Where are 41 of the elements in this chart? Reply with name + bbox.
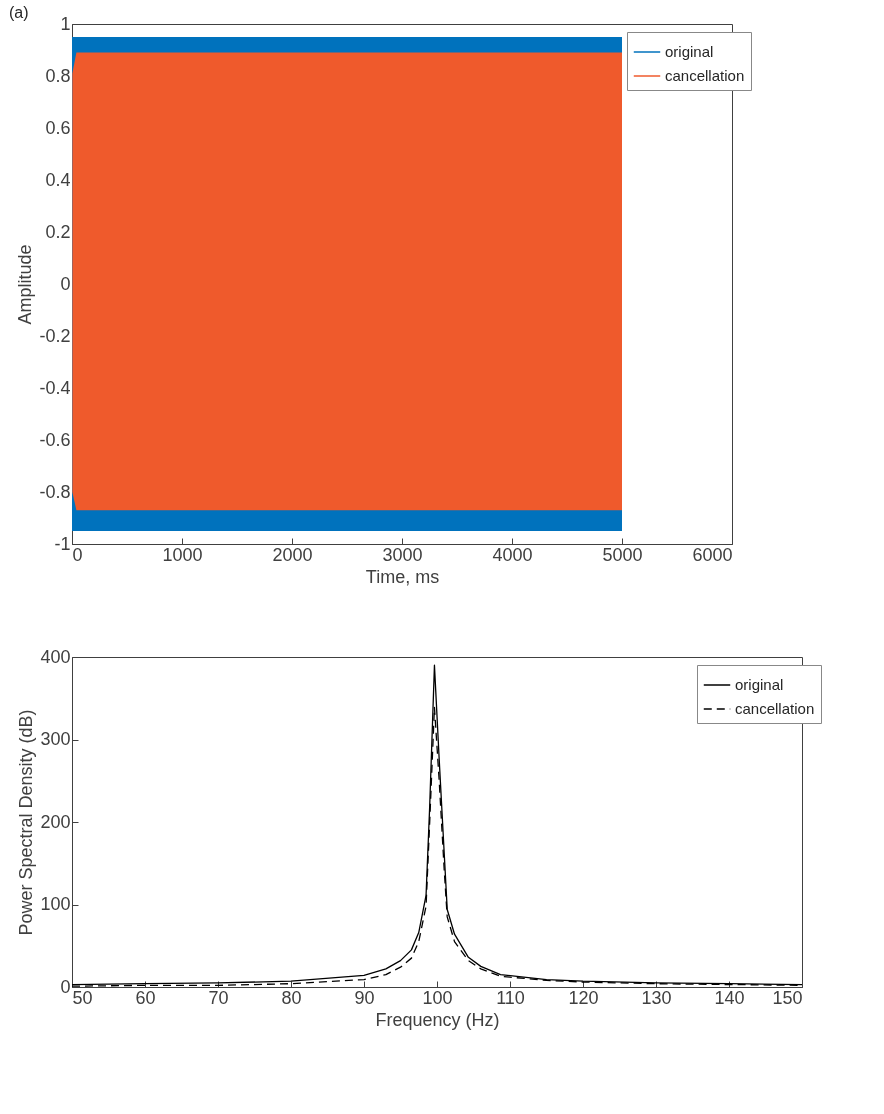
x-tick-label: 100 bbox=[422, 987, 453, 1008]
y-tick-label: -0.2 bbox=[39, 325, 71, 346]
y-tick-label: -1 bbox=[54, 533, 71, 554]
y-tick-label: 0 bbox=[60, 273, 71, 294]
y-axis-title: Power Spectral Density (dB) bbox=[16, 709, 37, 936]
x-tick-label: 2000 bbox=[272, 544, 313, 565]
y-tick-label: 100 bbox=[40, 894, 71, 914]
x-tick-label: 4000 bbox=[492, 544, 533, 565]
y-tick-label: -0.4 bbox=[39, 377, 71, 398]
x-tick-label: 120 bbox=[568, 987, 599, 1008]
x-tick-label: 130 bbox=[641, 987, 672, 1008]
y-tick-label: 200 bbox=[40, 811, 71, 832]
x-tick-label: 6000 bbox=[692, 544, 733, 565]
y-tick-label: -0.8 bbox=[39, 481, 71, 502]
x-tick-label: 3000 bbox=[382, 544, 423, 565]
x-tick-label: 5000 bbox=[602, 544, 643, 565]
x-tick-label: 50 bbox=[72, 987, 93, 1008]
y-axis-title: Amplitude bbox=[15, 244, 36, 325]
x-axis-title: Time, ms bbox=[365, 566, 440, 587]
text: (a) bbox=[8, 4, 29, 21]
y-tick-label: -0.6 bbox=[39, 429, 71, 450]
x-axis-title: Frequency (Hz) bbox=[375, 1009, 500, 1030]
y-tick-label: 300 bbox=[40, 729, 71, 749]
y-tick-label: 400 bbox=[40, 646, 71, 667]
y-tick-label: 0.4 bbox=[45, 169, 71, 190]
legend-label: original bbox=[665, 43, 714, 60]
x-tick-label: 150 bbox=[772, 987, 803, 1008]
legend-label: cancellation bbox=[735, 700, 815, 717]
x-tick-label: 60 bbox=[135, 987, 156, 1008]
x-tick-label: 70 bbox=[208, 987, 229, 1008]
y-tick-label: 0.2 bbox=[45, 221, 71, 242]
x-tick-label: 110 bbox=[496, 987, 525, 1008]
y-tick-label: 0.8 bbox=[45, 65, 71, 86]
x-tick-label: 90 bbox=[354, 987, 375, 1008]
y-tick-label: 1 bbox=[60, 13, 71, 34]
x-tick-label: 80 bbox=[281, 987, 302, 1008]
legend-label: cancellation bbox=[665, 67, 745, 84]
x-tick-label: 1000 bbox=[162, 544, 203, 565]
x-tick-label: 140 bbox=[714, 987, 745, 1008]
legend-label: original bbox=[735, 676, 784, 693]
y-tick-label: 0.6 bbox=[45, 117, 71, 138]
